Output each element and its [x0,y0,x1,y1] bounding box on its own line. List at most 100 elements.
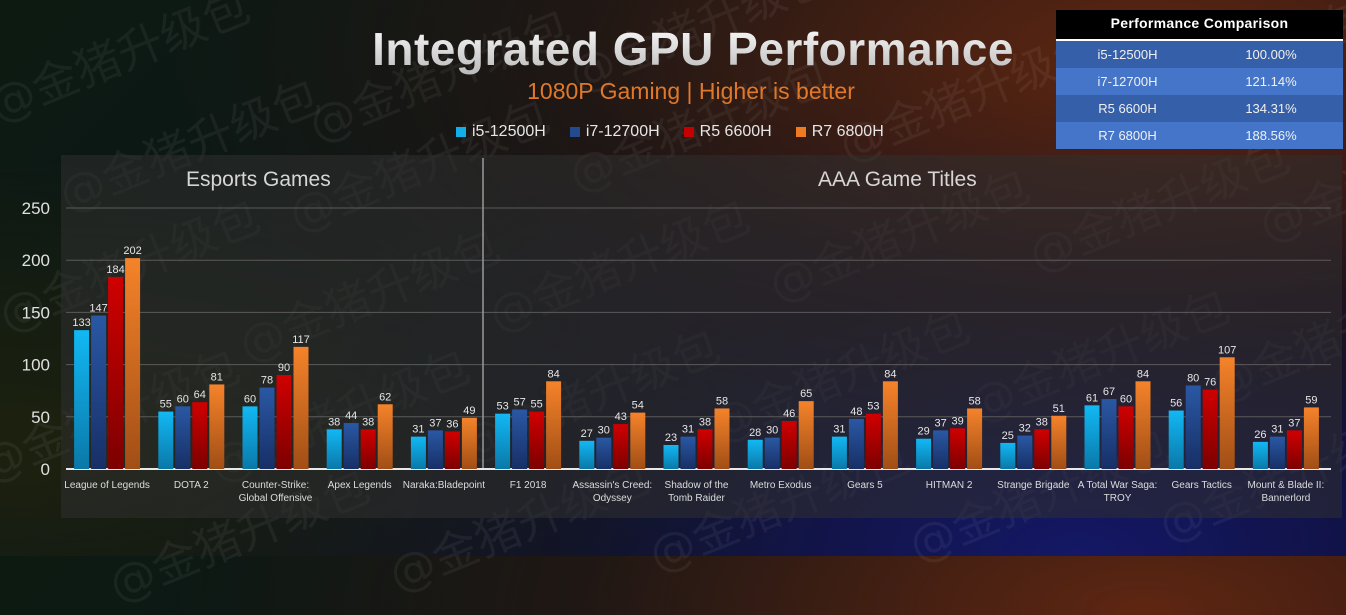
cpu-name: R7 6800H [1098,128,1157,143]
bar-i5 [158,411,174,469]
bar-i7 [1101,399,1117,469]
x-tick-label: DOTA 2 [174,480,209,491]
bar-r7 [461,417,477,469]
y-tick-label: 50 [31,408,50,427]
data-label: 78 [261,375,273,387]
legend-swatch-i5 [456,127,466,137]
section-title-aaa: AAA Game Titles [818,168,977,191]
bar-i5 [916,438,932,469]
data-label: 44 [345,410,357,422]
x-tick-label: Strange Brigade [997,480,1070,491]
data-label: 107 [1218,344,1236,356]
bar-i7 [259,387,275,469]
relative-performance: 121.14% [1245,74,1297,89]
data-label: 43 [615,411,627,423]
section-title-esports: Esports Games [186,168,331,191]
bar-chart: 0 50 100 150 200 250 133 147 184 202 League of Leg… [22,158,1331,504]
performance-comparison-table: Performance Comparison i5-12500H 100.00%… [1056,10,1343,149]
data-label: 37 [934,417,946,429]
data-label: 60 [177,393,189,405]
y-tick-label: 0 [41,460,50,479]
data-label: 202 [123,245,141,257]
bar-r7 [1303,407,1319,469]
bar-i7 [680,436,696,469]
data-label: 39 [951,415,963,427]
legend-label: R5 6600H [699,123,772,140]
data-label: 32 [1019,423,1031,435]
bar-r5 [1118,406,1134,469]
bar-i5 [1084,405,1100,469]
legend-swatch-i7 [569,127,580,137]
bar-r5 [529,411,545,469]
bar-r7 [1135,381,1151,469]
bar-i7 [1017,435,1033,469]
data-label: 62 [379,391,391,403]
data-label: 49 [463,405,475,417]
x-tick-label: Global Offensive [239,493,313,504]
performance-table-row: i7-12700H 121.14% [1056,68,1343,95]
bar-r7 [630,412,646,469]
bar-r5 [444,431,460,469]
bar-r5 [360,429,376,469]
cpu-name: R5 6600H [1098,101,1157,116]
data-label: 38 [328,416,340,428]
bar-i5 [1000,442,1016,469]
bar-r5 [613,424,629,469]
x-tick-label: Metro Exodus [750,480,812,491]
legend-label: i7-12700H [585,123,660,140]
x-tick-label: Gears Tactics [1172,480,1232,491]
data-label: 23 [665,432,677,444]
bar-i7 [848,418,864,469]
bar-i5 [74,330,90,469]
bar-i7 [596,437,612,469]
data-label: 30 [598,425,610,437]
bar-i7 [512,409,528,469]
x-tick-label: Shadow of the [665,480,729,491]
relative-performance: 134.31% [1245,101,1297,116]
data-label: 53 [496,401,508,413]
legend-item-r7: R7 6800H [795,123,884,141]
bar-i7 [764,437,780,469]
bar-i5 [663,444,679,469]
bar-r7 [714,408,730,469]
bar-r7 [125,258,141,469]
data-label: 25 [1002,430,1014,442]
data-label: 58 [716,395,728,407]
data-label: 36 [446,418,458,430]
bar-r7 [1219,357,1235,469]
data-label: 55 [530,399,542,411]
bar-r7 [377,404,393,469]
bar-r5 [781,420,797,469]
data-label: 31 [833,424,845,436]
x-tick-label: F1 2018 [510,480,547,491]
data-label: 26 [1254,429,1266,441]
data-label: 60 [1120,393,1132,405]
x-tick-label: Apex Legends [328,480,392,491]
data-label: 184 [106,264,124,276]
data-label: 51 [1053,403,1065,415]
chart-subtitle: 1080P Gaming | Higher is better [527,78,855,104]
legend: i5-12500H i7-12700H R5 6600H R7 6800H [456,123,884,141]
data-label: 80 [1187,372,1199,384]
bar-i5 [747,439,763,469]
x-tick-label: Bannerlord [1261,493,1310,504]
bar-r7 [1051,415,1067,469]
x-tick-label: Assassin's Creed: [572,480,652,491]
bar-r7 [209,384,225,469]
data-label: 90 [278,362,290,374]
data-label: 37 [429,417,441,429]
x-tick-label: League of Legends [64,480,150,491]
performance-table-row: i5-12500H 100.00% [1056,41,1343,68]
performance-table-title: Performance Comparison [1056,10,1343,41]
x-tick-label: Odyssey [593,493,632,504]
data-label: 67 [1103,386,1115,398]
bar-i5 [1252,441,1268,469]
data-label: 81 [211,371,223,383]
data-label: 61 [1086,392,1098,404]
data-label: 31 [412,424,424,436]
bar-r5 [697,429,713,469]
data-label: 57 [513,396,525,408]
legend-item-r5: R5 6600H [683,123,772,141]
bar-r5 [276,375,292,469]
y-tick-label: 150 [22,303,50,322]
